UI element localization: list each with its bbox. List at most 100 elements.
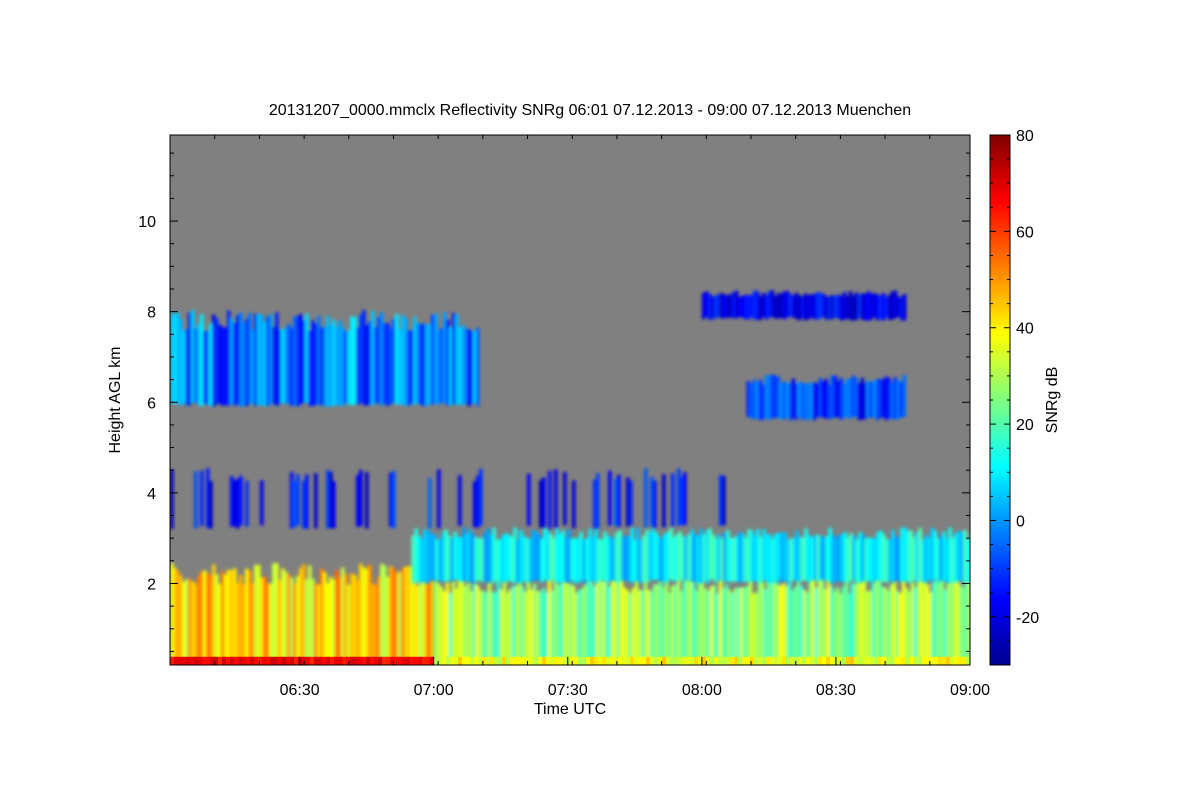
echo-cell [857, 383, 862, 421]
echo-cell [502, 575, 507, 664]
echo-cell [389, 472, 393, 527]
echo-cell [846, 656, 851, 665]
echo-cell [526, 656, 531, 665]
echo-cell [651, 527, 655, 581]
echo-cell [610, 656, 615, 665]
chart-title: 20131207_0000.mmclx Reflectivity SNRg 06… [269, 102, 911, 119]
echo-cell [809, 382, 814, 419]
echo-cell [868, 590, 873, 664]
echo-cell [850, 583, 855, 663]
echo-cell [332, 481, 336, 529]
echo-cell [221, 570, 225, 663]
echo-cell [886, 590, 891, 665]
echo-cell [302, 656, 307, 665]
echo-cell [422, 572, 426, 665]
echo-cell [918, 528, 922, 581]
echo-cell [419, 570, 423, 665]
echo-cell [206, 572, 210, 664]
echo-cell [782, 656, 787, 665]
echo-cell [912, 537, 916, 581]
echo-feature [170, 468, 726, 529]
echo-cell [946, 656, 951, 665]
echo-cell [737, 296, 742, 318]
echo-cell [734, 656, 739, 665]
echo-cell [342, 656, 347, 665]
echo-cell [425, 584, 429, 662]
echo-cell [338, 577, 342, 662]
echo-cell [649, 590, 654, 662]
echo-cell [359, 563, 363, 664]
echo-cell [513, 527, 517, 584]
echo-cell [934, 581, 939, 665]
echo-cell [814, 656, 819, 665]
echo-cell [752, 379, 757, 420]
echo-cell [670, 585, 675, 663]
y-tick-label: 2 [147, 576, 156, 593]
echo-cell [528, 538, 532, 582]
echo-cell [776, 293, 781, 319]
echo-cell [428, 323, 432, 404]
echo-cell [527, 473, 531, 526]
echo-cell [344, 331, 348, 404]
echo-cell [365, 325, 369, 406]
echo-cell [878, 295, 883, 320]
echo-cell [949, 576, 954, 665]
echo-cell [549, 533, 553, 582]
echo-cell [258, 656, 263, 665]
echo-cell [938, 656, 943, 665]
echo-cell [631, 587, 636, 664]
echo-cell [275, 563, 279, 663]
echo-cell [416, 323, 420, 404]
echo-cell [958, 656, 963, 665]
echo-cell [749, 295, 754, 317]
echo-cell [320, 327, 324, 406]
echo-cell [296, 474, 300, 526]
echo-cell [460, 575, 465, 662]
echo-cell [341, 567, 345, 663]
echo-cell [924, 534, 928, 582]
echo-cell [809, 294, 814, 318]
x-tick-label: 08:30 [816, 682, 856, 699]
echo-cell [882, 534, 886, 583]
echo-cell [747, 529, 751, 583]
echo-cell [593, 479, 597, 529]
echo-cell [472, 582, 477, 664]
echo-cell [390, 656, 395, 665]
echo-cell [824, 296, 829, 320]
echo-cell [942, 531, 946, 581]
echo-cell [902, 656, 907, 665]
echo-cell [558, 534, 562, 583]
echo-cell [260, 577, 264, 665]
echo-cell [465, 533, 469, 582]
echo-cell [463, 586, 468, 663]
echo-cell [625, 590, 630, 662]
echo-cell [329, 471, 333, 529]
echo-cell [344, 574, 348, 663]
echo-cell [950, 656, 955, 665]
echo-cell [795, 530, 799, 582]
echo-cell [572, 480, 576, 529]
echo-cell [493, 592, 498, 663]
echo-cell [278, 329, 282, 404]
echo-cell [772, 580, 777, 664]
echo-cell [638, 656, 643, 665]
echo-cell [666, 656, 671, 665]
echo-cell [626, 656, 631, 665]
colorbar-tick-label: 0 [1016, 513, 1025, 530]
echo-cell [618, 530, 622, 582]
echo-cell [842, 383, 847, 418]
echo-cell [314, 324, 318, 405]
echo-cell [236, 582, 240, 663]
echo-cell [797, 295, 802, 321]
echo-cell [722, 476, 726, 526]
echo-cell [523, 591, 528, 665]
echo-cell [817, 575, 822, 663]
echo-cell [661, 587, 666, 662]
echo-cell [326, 316, 330, 407]
echo-cell [438, 539, 442, 581]
echo-cell [865, 591, 870, 663]
echo-cell [802, 656, 807, 665]
echo-cell [455, 314, 459, 405]
echo-cell [420, 539, 424, 584]
echo-cell [616, 579, 621, 664]
